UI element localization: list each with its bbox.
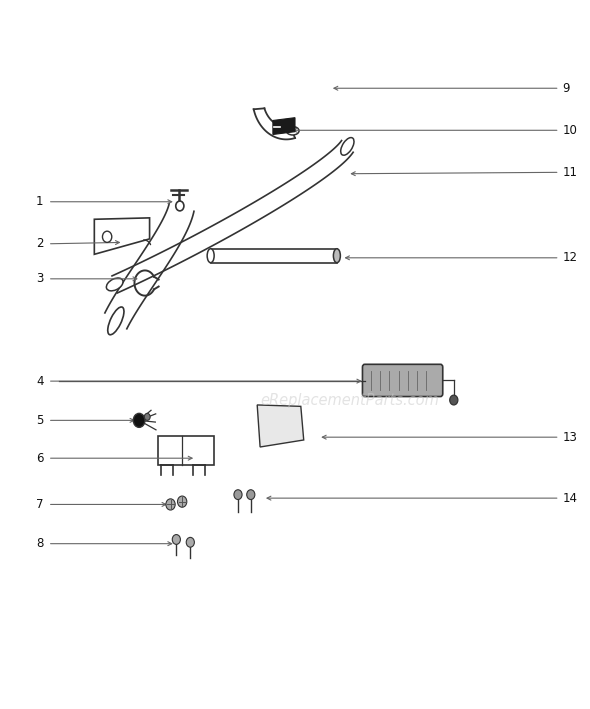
Circle shape (176, 201, 184, 211)
Circle shape (186, 537, 194, 547)
Text: 1: 1 (36, 195, 44, 208)
Circle shape (247, 490, 255, 500)
Text: 8: 8 (36, 537, 44, 550)
Text: 3: 3 (36, 272, 44, 285)
Circle shape (172, 535, 181, 545)
Ellipse shape (333, 249, 340, 263)
Polygon shape (257, 405, 304, 447)
Ellipse shape (106, 278, 123, 291)
Circle shape (234, 490, 242, 500)
Polygon shape (273, 118, 295, 135)
Text: 2: 2 (36, 238, 44, 250)
Circle shape (178, 496, 187, 507)
Polygon shape (158, 437, 214, 464)
FancyBboxPatch shape (362, 364, 442, 396)
Text: 11: 11 (563, 166, 578, 179)
Text: 10: 10 (563, 124, 578, 137)
Circle shape (133, 413, 145, 428)
Ellipse shape (108, 307, 124, 335)
Text: 7: 7 (36, 498, 44, 511)
Text: 14: 14 (563, 491, 578, 505)
Ellipse shape (286, 127, 299, 135)
Text: 12: 12 (563, 251, 578, 264)
Circle shape (166, 499, 175, 510)
Text: 9: 9 (563, 82, 570, 95)
Text: 5: 5 (36, 414, 44, 427)
Circle shape (450, 395, 458, 405)
Ellipse shape (340, 138, 354, 155)
Ellipse shape (207, 249, 214, 263)
Circle shape (103, 231, 112, 242)
Circle shape (145, 413, 150, 420)
Polygon shape (94, 218, 150, 255)
Text: 6: 6 (36, 452, 44, 464)
Text: eReplacementParts.com: eReplacementParts.com (261, 393, 440, 408)
Text: 13: 13 (563, 430, 578, 444)
Text: 4: 4 (36, 374, 44, 388)
